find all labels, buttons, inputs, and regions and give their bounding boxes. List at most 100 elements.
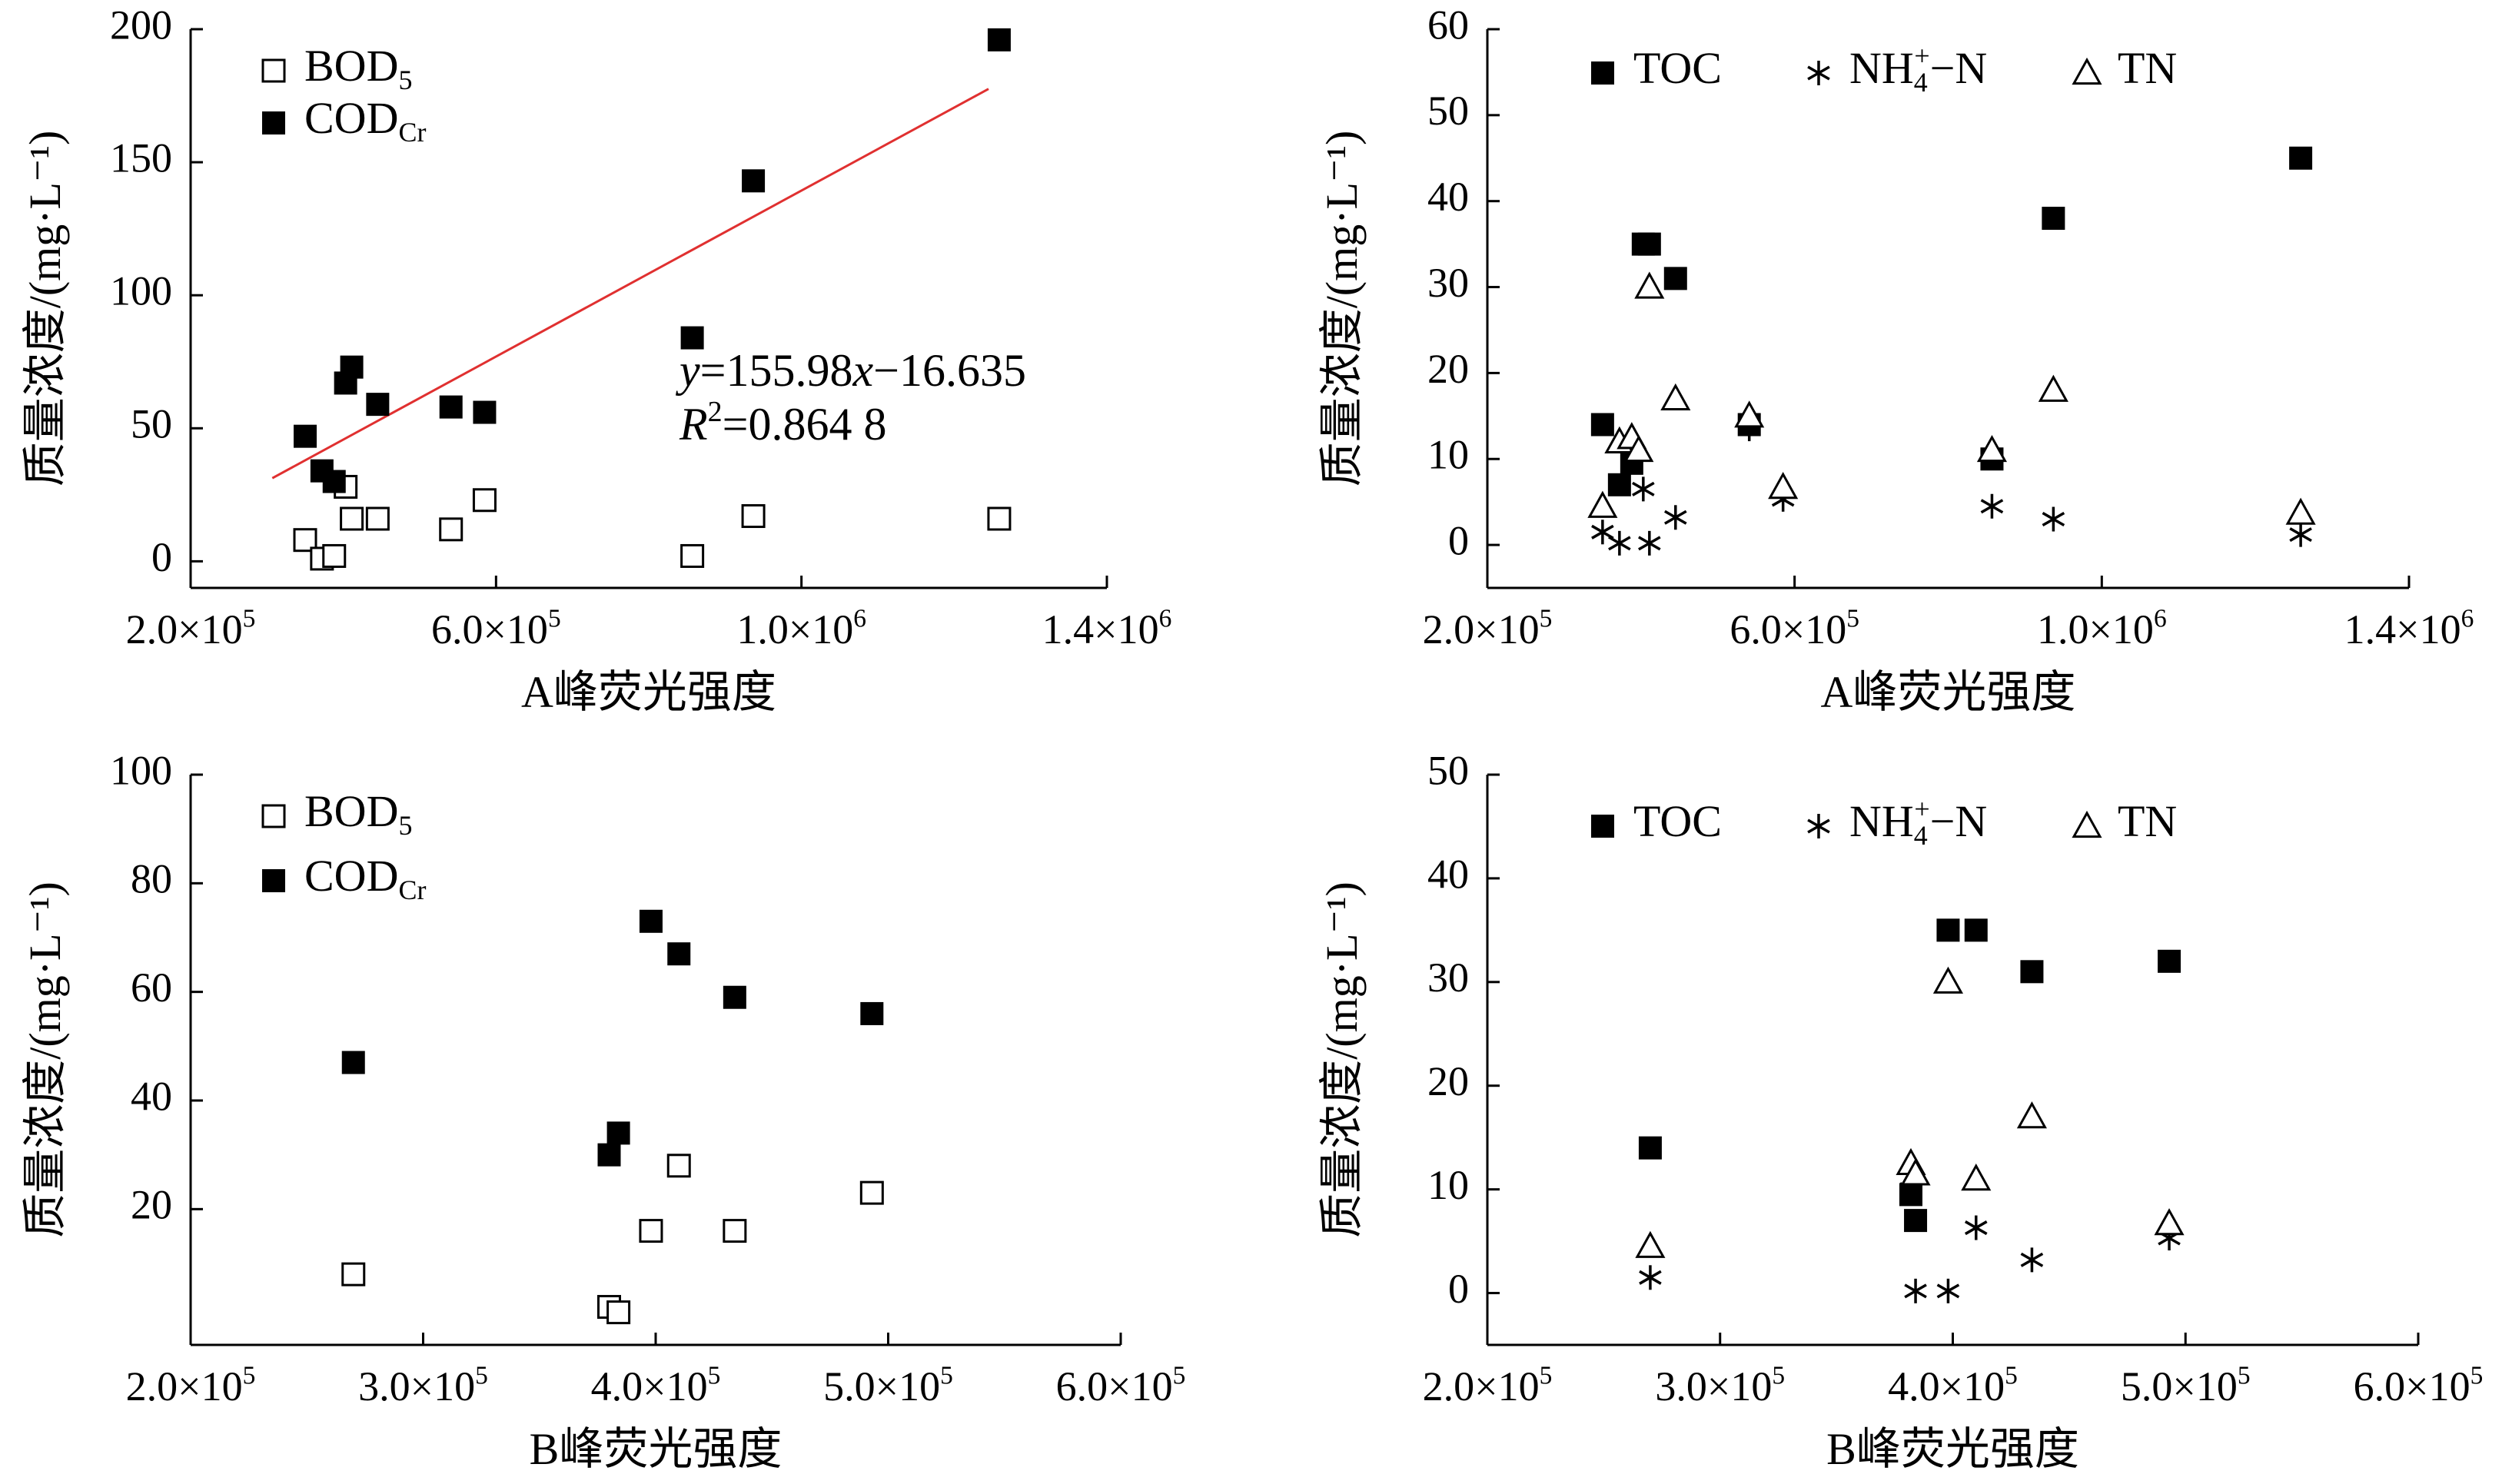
data-point <box>341 1262 366 1286</box>
legend-label-sub: 4 <box>1914 820 1928 851</box>
y-tick-label: 100 <box>110 747 172 793</box>
y-tick-label: 30 <box>1427 954 1469 1001</box>
y-tick-label: 60 <box>131 964 172 1011</box>
data-point <box>322 543 347 568</box>
asterisk-stroke <box>1664 510 1687 525</box>
x-tick-label: 6.0×105 <box>2354 1361 2484 1409</box>
series-TN <box>1587 271 2316 525</box>
legend-marker <box>262 111 285 134</box>
x-tick-exponent: 5 <box>1846 604 1859 632</box>
asterisk-stroke <box>1964 1220 1988 1236</box>
legend-label-main: TOC <box>1633 796 1722 846</box>
legend-label-main: TN <box>2118 796 2177 846</box>
y-tick-label: 20 <box>131 1182 172 1228</box>
legend-label-rest: −N <box>1930 43 1988 93</box>
data-point <box>1660 383 1691 411</box>
data-point <box>606 1121 630 1145</box>
legend: BOD5 CODCr <box>261 786 426 905</box>
data-point <box>606 1300 631 1325</box>
x-tick-mantissa: 4.0×10 <box>1888 1363 2005 1409</box>
y-tick-label: 60 <box>1427 2 1469 48</box>
legend-label: BOD5 <box>304 786 412 841</box>
data-point <box>1964 918 1988 942</box>
asterisk-stroke <box>1591 524 1614 539</box>
data-point <box>859 1180 884 1205</box>
x-tick-label: 6.0×105 <box>1056 1361 1186 1409</box>
data-point <box>987 506 1012 531</box>
data-point <box>1637 232 1661 256</box>
legend-label-main: NH <box>1849 796 1914 846</box>
legend-marker <box>261 58 286 83</box>
x-tick-exponent: 5 <box>1173 1361 1186 1389</box>
data-point <box>680 326 704 350</box>
y-tick-label: 40 <box>1427 174 1469 220</box>
asterisk-stroke <box>1639 1270 1662 1285</box>
legend-label-sub: 4 <box>1914 67 1928 98</box>
legend-item: CODCr <box>262 851 426 905</box>
x-tick-mantissa: 3.0×10 <box>358 1363 475 1409</box>
x-tick-label: 1.0×106 <box>736 604 866 652</box>
legend-item: CODCr <box>262 93 426 148</box>
legend-label-main: TN <box>2118 43 2177 93</box>
data-point <box>1768 472 1799 500</box>
data-point <box>439 517 464 542</box>
asterisk-stroke <box>1807 65 1830 81</box>
y-tick-label: 10 <box>1427 1162 1469 1208</box>
data-point <box>723 1219 747 1243</box>
data-point <box>2020 1247 2044 1273</box>
x-tick-mantissa: 2.0×10 <box>126 606 243 652</box>
legend-label: CODCr <box>304 93 426 148</box>
asterisk-stroke <box>1980 499 2004 514</box>
x-tick-label: 4.0×105 <box>1888 1361 2018 1409</box>
legend-marker <box>261 804 286 828</box>
x-tick-exponent: 5 <box>2238 1361 2251 1389</box>
x-tick-mantissa: 1.4×10 <box>2344 606 2461 652</box>
series-NH4+-N <box>1639 1177 2181 1303</box>
data-point <box>294 424 317 448</box>
legend-item: TOC <box>1591 796 1722 846</box>
asterisk-stroke <box>2042 512 2065 527</box>
y-tick-label: 50 <box>131 401 172 447</box>
x-axis-label: A峰荧光强度 <box>521 667 776 717</box>
x-tick-mantissa: 4.0×10 <box>591 1363 708 1409</box>
legend-marker <box>2072 57 2102 85</box>
data-point <box>2016 1101 2047 1129</box>
y-tick-label: 40 <box>1427 851 1469 897</box>
series-CODCr <box>341 909 884 1167</box>
y-tick-label: 100 <box>110 268 172 314</box>
legend-label: NH4+−N <box>1849 41 1987 98</box>
data-point <box>1632 476 1655 502</box>
data-point <box>365 506 390 531</box>
legend-marker <box>1591 815 1614 838</box>
x-tick-exponent: 5 <box>2470 1361 2484 1389</box>
data-point <box>987 28 1011 51</box>
data-point <box>680 543 705 568</box>
data-point <box>1936 1278 1960 1303</box>
legend-label-sup: + <box>1914 41 1929 71</box>
legend: TOC NH4+−N TN <box>1591 41 2177 98</box>
x-tick-mantissa: 6.0×10 <box>1056 1363 1173 1409</box>
eq-rest: −16.635 <box>873 345 1026 396</box>
y-axis-label: 质量浓度/(mg·L⁻¹) <box>1317 881 1367 1238</box>
legend-label-main: COD <box>304 851 398 901</box>
asterisk-stroke <box>1936 1283 1960 1299</box>
legend-marker <box>2072 810 2102 838</box>
data-point <box>439 395 463 419</box>
x-tick-exponent: 5 <box>243 1361 256 1389</box>
legend-label-main: TOC <box>1633 43 1722 93</box>
data-point <box>2289 146 2313 170</box>
data-point <box>639 1219 663 1243</box>
fit-equation: y=155.98x−16.635 <box>675 345 1026 396</box>
eq-y: y <box>675 345 700 396</box>
legend-label: TN <box>2118 43 2177 93</box>
x-tick-label: 5.0×105 <box>2121 1361 2251 1409</box>
data-point <box>472 488 497 513</box>
x-tick-label: 3.0×105 <box>358 1361 488 1409</box>
data-point <box>366 393 390 417</box>
r2-R: R <box>679 399 708 450</box>
x-tick-mantissa: 6.0×10 <box>2354 1363 2470 1409</box>
x-tick-label: 6.0×105 <box>431 604 561 652</box>
data-point <box>1607 473 1631 496</box>
